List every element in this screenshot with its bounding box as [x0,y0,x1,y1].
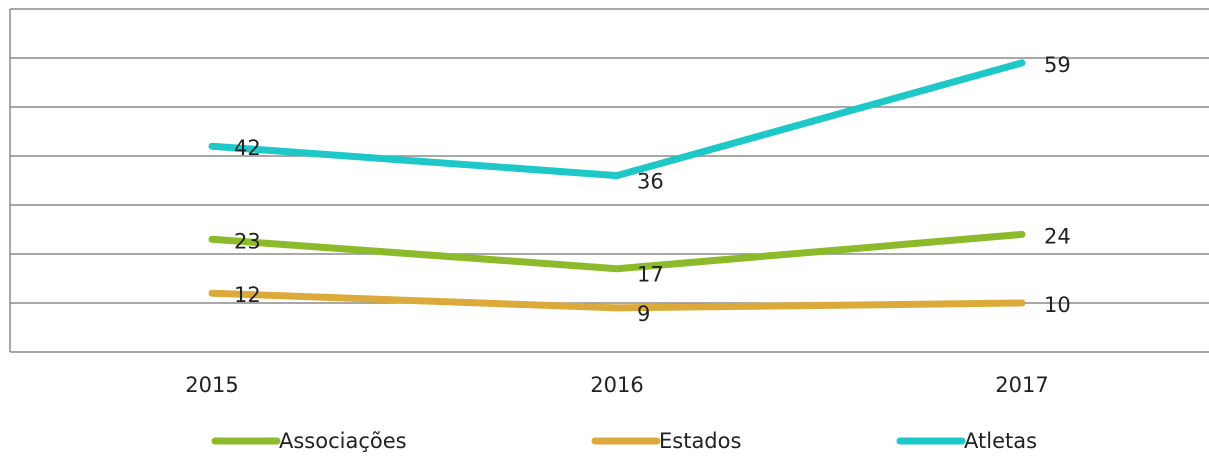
series-line [208,289,1026,312]
data-label: 10 [1044,293,1071,317]
legend-label: Atletas [964,429,1037,453]
series-line [208,59,1026,180]
data-label: 59 [1044,53,1071,77]
data-label: 12 [234,283,261,307]
x-tick-label: 2015 [185,373,238,397]
data-label: 9 [637,302,650,326]
legend-label: Estados [659,429,741,453]
series-line [208,230,1026,273]
data-label: 24 [1044,224,1071,248]
data-label: 23 [234,229,261,253]
x-tick-label: 2016 [590,373,643,397]
data-label: 36 [637,170,664,194]
data-label: 17 [637,263,664,287]
legend-label: Associações [279,429,407,453]
data-label: 42 [234,136,261,160]
x-tick-label: 2017 [995,373,1048,397]
